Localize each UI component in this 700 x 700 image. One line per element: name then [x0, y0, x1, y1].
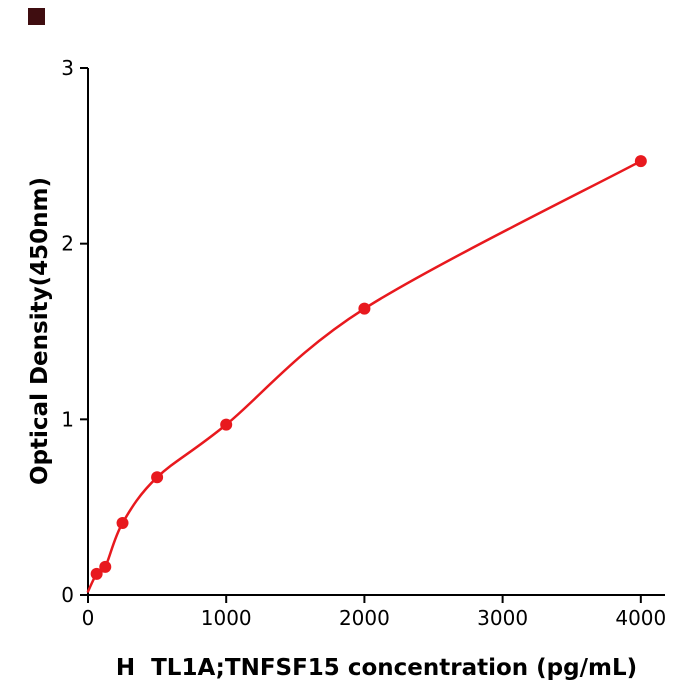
- x-tick-label: 3000: [477, 606, 528, 630]
- data-point: [90, 567, 103, 580]
- data-point: [116, 516, 129, 529]
- x-tick-label: 0: [82, 606, 95, 630]
- x-tick-label: 2000: [339, 606, 390, 630]
- data-point: [220, 418, 233, 431]
- y-axis-label: Optical Density(450nm): [27, 177, 53, 485]
- y-tick-label: 3: [61, 56, 74, 80]
- data-point: [634, 155, 647, 168]
- y-tick-label: 1: [61, 407, 74, 431]
- y-tick-label: 0: [61, 583, 74, 607]
- fit-curve: [86, 159, 643, 593]
- corner-square: [28, 8, 45, 25]
- x-tick-label: 4000: [615, 606, 666, 630]
- y-tick-label: 2: [61, 232, 74, 256]
- data-point: [151, 471, 164, 484]
- x-axis-label: H TL1A;TNFSF15 concentration (pg/mL): [115, 655, 638, 681]
- data-point: [358, 302, 371, 315]
- data-point: [99, 560, 112, 573]
- x-tick-label: 1000: [201, 606, 252, 630]
